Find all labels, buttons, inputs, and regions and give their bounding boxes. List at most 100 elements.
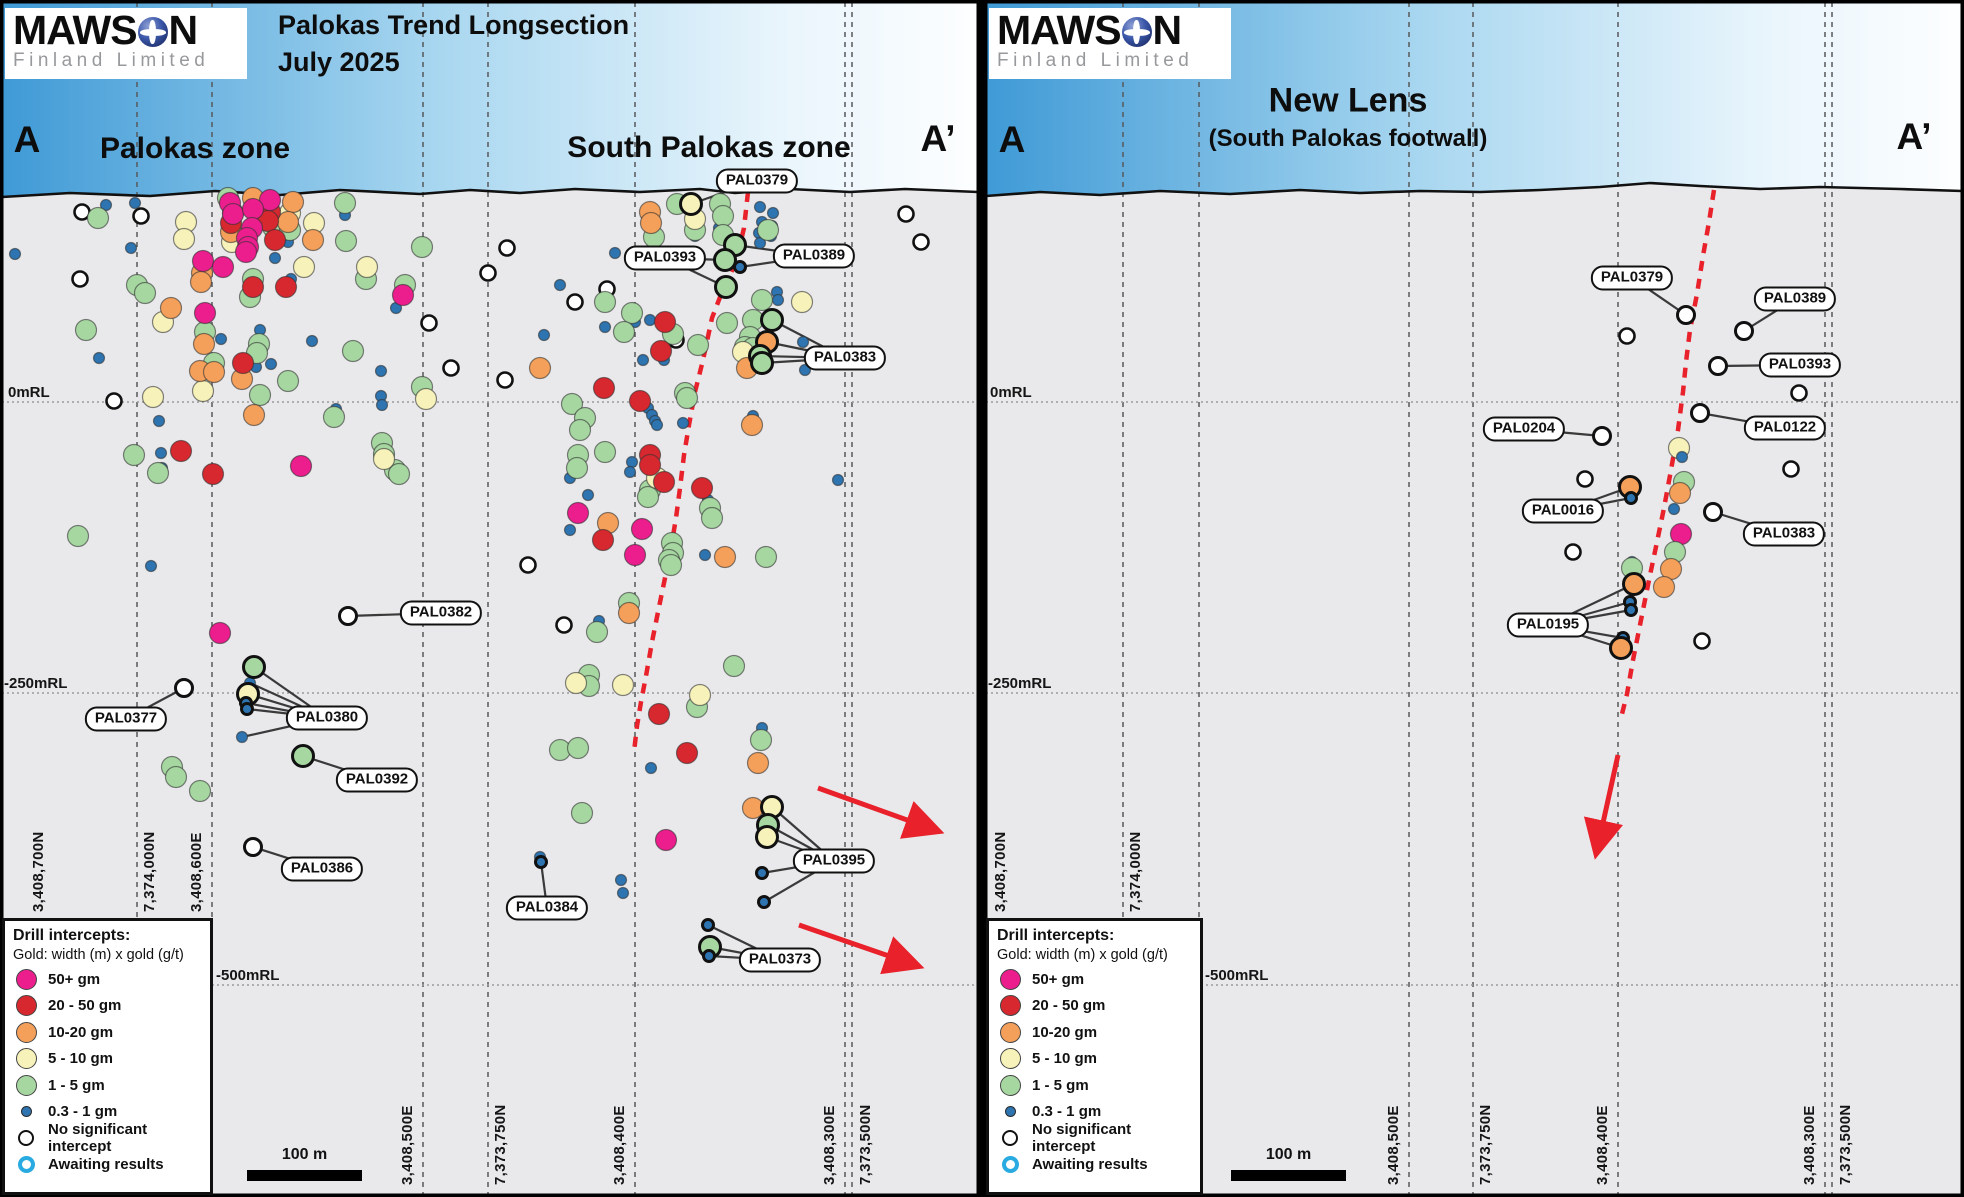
drill-intercept-dot	[519, 556, 537, 574]
drill-intercept-dot	[620, 301, 644, 325]
page-title-date: July 2025	[278, 47, 400, 77]
drill-intercept-dot	[611, 673, 635, 697]
drill-intercept-dot	[614, 873, 628, 887]
hole-label-pal0016: PAL0016	[1521, 498, 1605, 524]
drill-intercept-dot	[553, 278, 567, 292]
drill-intercept-dot	[638, 453, 662, 477]
hole-label-pal0393: PAL0393	[1758, 352, 1842, 378]
drill-intercept-dot	[292, 255, 316, 279]
drill-intercept-dot	[235, 730, 249, 744]
section-mark: A’	[920, 118, 956, 159]
drill-intercept-dot	[746, 751, 770, 775]
trend-dashed-line	[1619, 189, 1717, 715]
drill-intercept-dot	[281, 190, 305, 214]
legend-swatch-icon	[1004, 1106, 1016, 1118]
drill-intercept-dot	[565, 456, 589, 480]
legend-left: Drill intercepts: Gold: width (m) x gold…	[2, 918, 213, 1195]
drill-intercept-dot	[756, 218, 780, 242]
hole-label-pal0377: PAL0377	[84, 706, 168, 732]
drill-intercept-dot	[593, 290, 617, 314]
drill-intercept-dot	[338, 606, 358, 626]
drill-intercept-dot	[258, 188, 282, 212]
legend-item-label: No significant intercept	[48, 1121, 148, 1156]
legend-swatch-icon	[15, 968, 37, 990]
drill-intercept-dot	[86, 206, 110, 230]
drill-intercept-dot	[268, 251, 282, 265]
drill-intercept-dot	[201, 462, 225, 486]
drill-intercept-dot	[912, 233, 930, 251]
drill-intercept-dot	[264, 357, 278, 371]
plunge-arrow	[798, 922, 925, 975]
legend-item: 5 - 10 gm	[13, 1046, 202, 1073]
drill-intercept-dot	[766, 206, 780, 220]
drill-intercept-dot	[241, 197, 265, 221]
drill-intercept-dot	[74, 318, 98, 342]
hole-label-pal0373: PAL0373	[738, 947, 822, 973]
hole-label-pal0379: PAL0379	[1590, 265, 1674, 291]
section-mark: A	[998, 119, 1026, 160]
drill-intercept-dot	[191, 379, 215, 403]
drill-intercept-dot	[676, 416, 690, 430]
drill-intercept-dot	[242, 403, 266, 427]
drill-intercept-dot	[420, 314, 438, 332]
drill-intercept-dot	[202, 360, 226, 384]
hole-label-pal0389: PAL0389	[772, 243, 856, 269]
plunge-arrow	[817, 785, 945, 839]
axis-label: 7,373,500N	[857, 1104, 874, 1185]
hole-label-pal0122: PAL0122	[1743, 415, 1827, 441]
drill-intercept-dot	[1624, 491, 1638, 505]
legend-item: 1 - 5 gm	[13, 1072, 202, 1099]
axis-label: 7,374,000N	[141, 831, 158, 912]
drill-intercept-dot	[675, 741, 699, 765]
axis-label: 7,373,750N	[492, 1104, 509, 1185]
drill-intercept-dot	[193, 301, 217, 325]
ground-surface-line	[985, 181, 1963, 198]
axis-label: 3,408,700N	[992, 831, 1009, 912]
legend-item-label: 10-20 gm	[1032, 1023, 1098, 1041]
drill-intercept-dot	[374, 364, 388, 378]
drill-intercept-dot	[66, 524, 90, 548]
drill-intercept-dot	[713, 248, 737, 272]
drill-intercept-dot	[636, 485, 660, 509]
drill-intercept-dot	[243, 837, 263, 857]
legend-item: 20 - 50 gm	[13, 993, 202, 1020]
page-title: Palokas Trend Longsection	[278, 10, 630, 40]
drill-intercept-dot	[755, 825, 779, 849]
globe-icon	[137, 17, 168, 47]
drill-intercept-dot	[133, 281, 157, 305]
legend-swatch-icon	[999, 995, 1021, 1017]
drill-intercept-dot	[164, 765, 188, 789]
ground-surface-line	[1, 187, 979, 199]
axis-label: 3,408,400E	[611, 1105, 628, 1185]
drill-intercept-dot	[555, 616, 573, 634]
drill-intercept-dot	[1667, 502, 1681, 516]
legend-item-label: 5 - 10 gm	[1032, 1050, 1098, 1068]
drill-intercept-dot	[623, 465, 637, 479]
drill-intercept-dot	[649, 339, 673, 363]
drill-intercept-dot	[1675, 450, 1689, 464]
legend-item-label: No significant intercept	[1032, 1121, 1132, 1156]
legend-swatch-icon	[1001, 1156, 1019, 1174]
drill-intercept-dot	[92, 351, 106, 365]
legend-title: Drill intercepts:	[13, 927, 131, 944]
drill-intercept-dot	[566, 736, 590, 760]
drill-intercept-dot	[690, 476, 714, 500]
drill-intercept-dot	[698, 548, 712, 562]
drill-intercept-dot	[796, 335, 810, 349]
axis-label: 3,408,600E	[188, 832, 205, 912]
hole-label-pal0395: PAL0395	[792, 848, 876, 874]
drill-intercept-dot	[644, 761, 658, 775]
drill-intercept-dot	[563, 523, 577, 537]
drill-intercept-dot	[479, 264, 497, 282]
axis-label: 3,408,300E	[1801, 1105, 1818, 1185]
drill-intercept-dot	[1668, 481, 1692, 505]
drill-intercept-dot	[760, 308, 784, 332]
drill-intercept-dot	[528, 356, 552, 380]
drill-intercept-dot	[1622, 572, 1646, 596]
drill-intercept-dot	[241, 275, 265, 299]
drill-intercept-dot	[652, 470, 676, 494]
drill-intercept-dot	[276, 369, 300, 393]
drill-intercept-dot	[591, 528, 615, 552]
drill-intercept-dot	[1782, 460, 1800, 478]
